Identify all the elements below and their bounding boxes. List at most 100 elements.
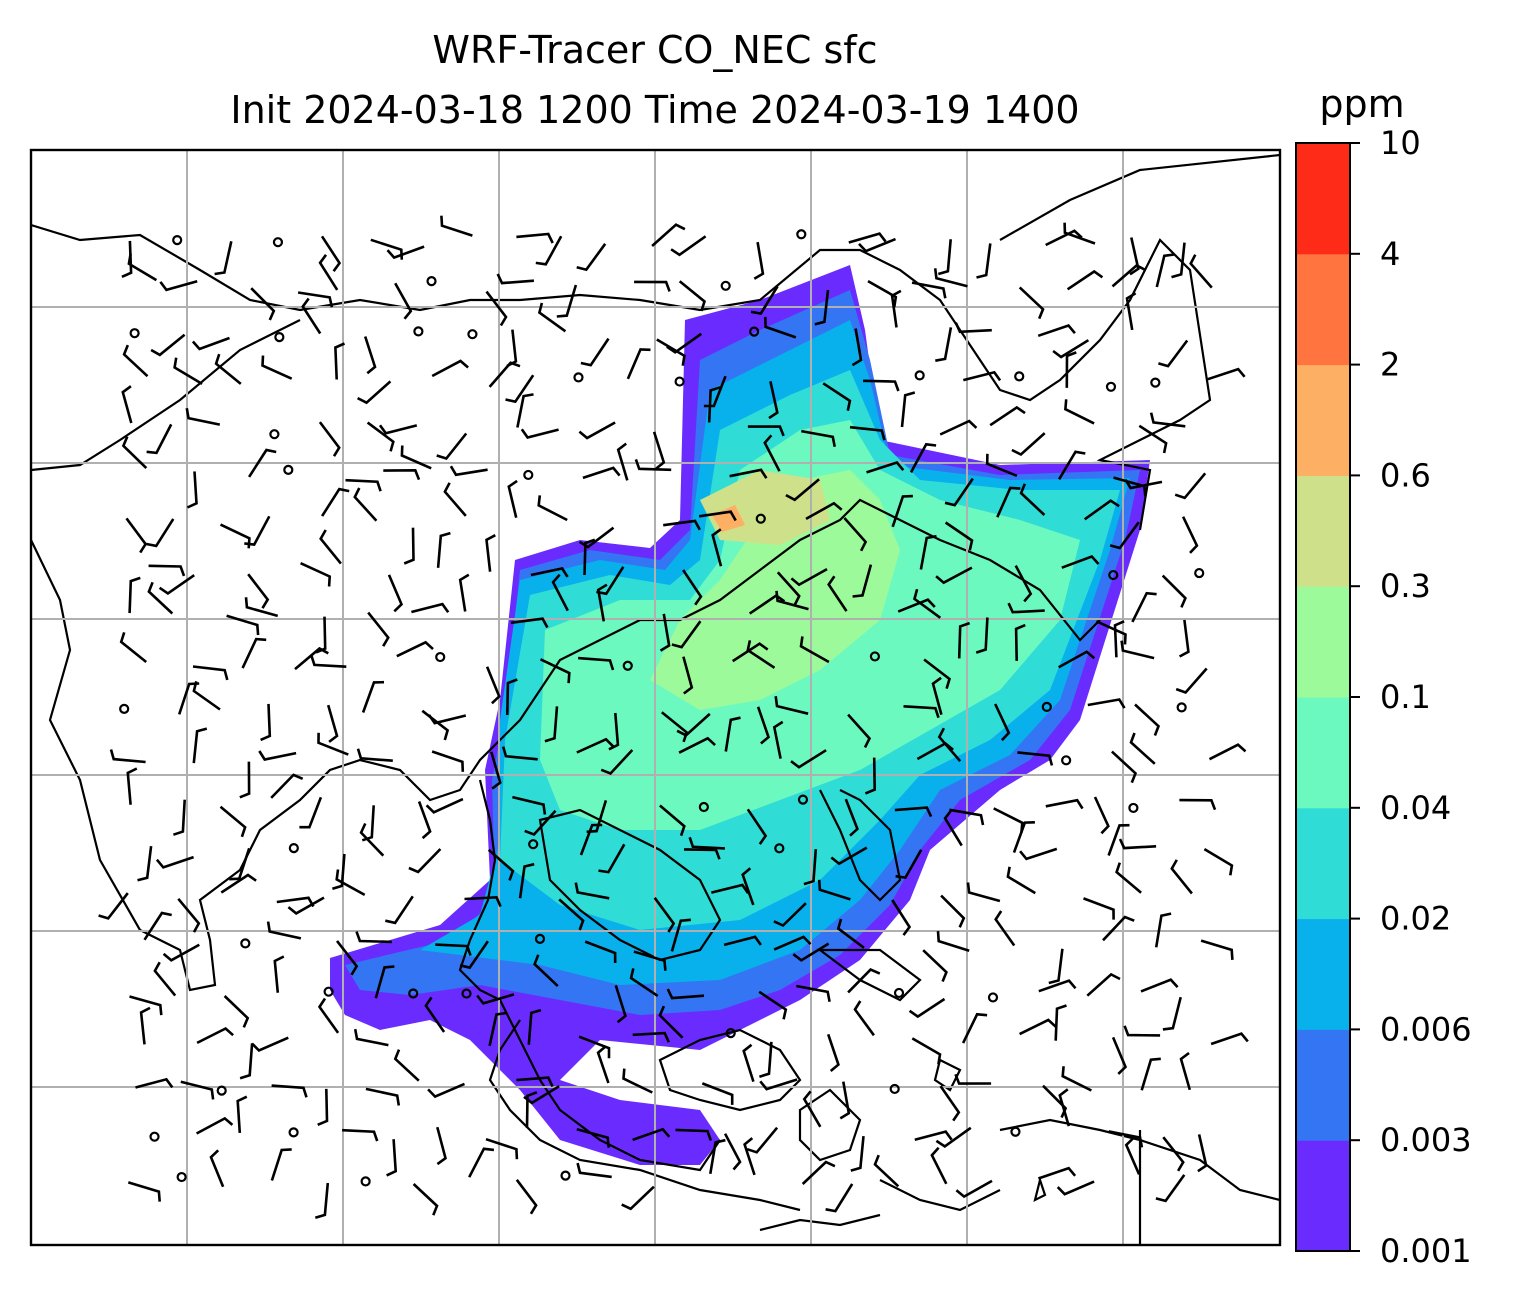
wind-calm-circle xyxy=(272,237,284,248)
wind-barb xyxy=(629,968,659,997)
wind-barb xyxy=(353,487,378,522)
wind-barb xyxy=(923,658,952,689)
wind-calm-circle xyxy=(1105,381,1117,392)
colorbar-tick-label: 0.6 xyxy=(1380,456,1431,494)
wind-barb xyxy=(496,273,534,285)
wind-barb xyxy=(177,682,200,715)
wind-barb xyxy=(127,253,158,282)
wind-barb xyxy=(1107,823,1130,856)
wind-barb xyxy=(239,761,251,799)
wind-barb xyxy=(743,1137,756,1176)
wind-barb xyxy=(342,1128,379,1142)
wind-barb xyxy=(796,984,831,1002)
wind-barb xyxy=(506,678,518,716)
wind-calm-circle xyxy=(869,651,880,662)
wind-barb xyxy=(318,421,341,457)
wind-barb xyxy=(436,531,451,568)
wind-barb xyxy=(768,381,779,420)
wind-barb xyxy=(723,1133,742,1171)
wind-barb xyxy=(1037,1166,1077,1180)
wind-barb xyxy=(574,882,610,900)
wind-calm-circle xyxy=(1061,755,1072,766)
plume-band-0.1 xyxy=(650,470,900,710)
wind-barb xyxy=(790,567,828,587)
wind-barb xyxy=(421,709,450,741)
wind-barb xyxy=(1087,698,1126,709)
wind-barb xyxy=(851,328,863,367)
wind-barb xyxy=(937,727,962,763)
wind-barb xyxy=(490,751,502,790)
wind-calm-circle xyxy=(797,794,809,805)
wind-barb xyxy=(271,1084,308,1098)
wind-barb xyxy=(1162,996,1182,1031)
wind-barb xyxy=(622,1068,653,1094)
wind-barb xyxy=(750,285,779,316)
wind-barb xyxy=(468,1147,495,1178)
wind-barb xyxy=(900,391,916,428)
wind-barb xyxy=(608,712,620,751)
wind-barb xyxy=(109,749,146,764)
wind-barb xyxy=(632,1031,670,1043)
wind-barb xyxy=(1056,1180,1095,1196)
wind-barb xyxy=(515,1179,538,1215)
wind-barb xyxy=(843,517,868,552)
wind-barb xyxy=(214,241,233,276)
wind-barb xyxy=(764,316,797,339)
wind-calm-circle xyxy=(119,703,130,714)
wind-barb xyxy=(180,1080,215,1100)
colorbar-tick-label: 0.001 xyxy=(1380,1232,1472,1270)
wind-barb xyxy=(315,616,327,654)
wind-barb xyxy=(159,280,198,292)
wind-barb xyxy=(214,353,242,385)
wind-barb xyxy=(935,566,973,585)
wind-barb xyxy=(524,809,557,837)
wind-barb xyxy=(236,1095,248,1133)
wind-barb xyxy=(1162,1136,1185,1172)
wind-barb xyxy=(632,1127,671,1142)
colorbar-segment xyxy=(1296,697,1350,809)
wind-barb xyxy=(128,576,141,614)
wind-barb xyxy=(844,798,859,837)
wind-calm-circle xyxy=(1194,567,1205,579)
wind-barb xyxy=(709,1138,726,1175)
wind-barb xyxy=(425,797,464,814)
wind-barb xyxy=(299,796,323,829)
wind-barb xyxy=(556,284,578,318)
wind-barb xyxy=(417,801,432,840)
wind-barb xyxy=(1123,1025,1161,1037)
wind-calm-circle xyxy=(749,326,760,337)
wind-barb xyxy=(676,712,711,737)
wind-barb xyxy=(763,434,781,472)
wind-barb xyxy=(746,808,768,845)
wind-barb xyxy=(485,534,496,572)
wind-barb xyxy=(675,1128,713,1141)
wind-calm-circle xyxy=(283,464,294,475)
wind-barb xyxy=(1045,798,1084,810)
wind-barb xyxy=(173,357,203,386)
wind-barb xyxy=(944,521,974,551)
wind-barb xyxy=(510,617,549,629)
wind-barb xyxy=(1052,339,1090,359)
wind-barb xyxy=(1037,323,1076,338)
wind-barb xyxy=(989,405,1026,427)
wind-barb xyxy=(1197,1134,1208,1173)
wind-calm-circle xyxy=(528,839,539,850)
wind-barb xyxy=(776,571,801,606)
wind-barb xyxy=(742,1043,755,1082)
wind-barb xyxy=(802,1090,822,1128)
wind-barb xyxy=(688,836,725,850)
colorbar-tick-label: 0.003 xyxy=(1380,1121,1472,1159)
wind-calm-circle xyxy=(288,843,299,854)
wind-barb xyxy=(1066,269,1104,291)
wind-barb xyxy=(147,581,174,615)
wind-barb xyxy=(443,482,467,517)
wind-barb xyxy=(126,767,138,805)
wind-barb xyxy=(580,337,610,367)
wind-barb xyxy=(1111,263,1147,288)
wind-barb xyxy=(930,1146,948,1185)
wind-barb xyxy=(1171,242,1186,279)
wind-barb xyxy=(1115,862,1142,894)
wind-barb xyxy=(458,573,470,612)
wind-barb xyxy=(634,280,671,292)
wind-barb xyxy=(596,583,608,622)
